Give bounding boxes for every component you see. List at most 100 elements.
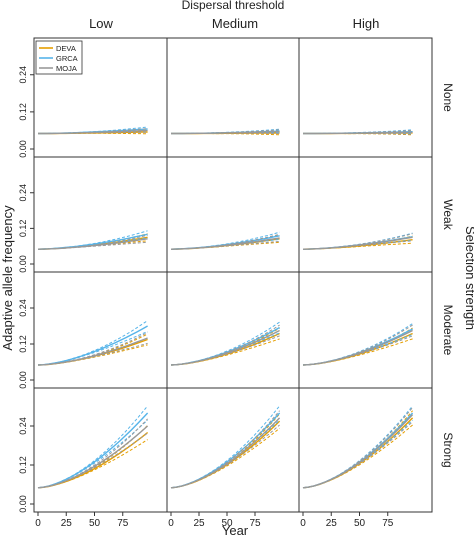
series-moja-lower <box>170 335 280 366</box>
x-tick-label: 50 <box>354 518 366 529</box>
series-deva-lower <box>170 427 280 489</box>
series-moja-lower <box>302 240 413 250</box>
panel-strong-medium: 0 25 50 75 <box>166 387 300 529</box>
column-header-low: Low <box>89 16 113 31</box>
y-tick-label: 0.12 <box>18 220 28 238</box>
x-tick-label: 75 <box>117 518 129 529</box>
series-grca-mean <box>302 236 413 250</box>
series-grca-upper <box>170 231 280 250</box>
y-tick-label: 0.24 <box>18 66 28 84</box>
series-deva-upper <box>302 327 413 366</box>
series-grca-upper <box>37 405 148 489</box>
series-moja-lower <box>37 241 148 250</box>
row-label-weak: Weak <box>441 199 455 230</box>
series-moja-mean <box>37 425 149 489</box>
x-tick-label: 0 <box>35 518 41 529</box>
panel-frame <box>166 156 300 273</box>
series-grca-lower <box>37 237 148 250</box>
x-tick-label: 0 <box>300 518 306 529</box>
legend-label-deva: DEVA <box>56 44 76 53</box>
series-grca-upper <box>170 405 280 489</box>
series-deva-lower <box>37 439 148 489</box>
y-tick-label: 0.12 <box>18 335 28 353</box>
series-deva-upper <box>302 235 413 250</box>
y-axis-label: Adaptive allele frequency <box>0 205 15 351</box>
row-label-moderate: Moderate <box>441 305 455 356</box>
y-tick-label: 0.12 <box>18 456 28 474</box>
series-moja-upper <box>170 233 280 250</box>
series-deva-upper <box>37 425 148 489</box>
series-moja-mean <box>171 131 280 135</box>
x-axis-label: Year <box>222 523 249 538</box>
series-moja-mean <box>170 329 280 366</box>
x-tick-label: 25 <box>326 518 338 529</box>
series-moja-mean <box>302 236 413 250</box>
series-deva-upper <box>170 234 280 250</box>
series-moja-mean <box>302 329 413 366</box>
series-moja-mean <box>38 129 148 135</box>
legend-label-moja: MOJA <box>56 64 77 73</box>
series-moja-upper <box>37 418 148 489</box>
series-grca-lower <box>37 330 148 366</box>
y-tick-label: 0.24 <box>18 184 28 202</box>
series-moja-upper <box>302 407 413 489</box>
legend-label-grca: GRCA <box>56 54 78 63</box>
series-moja-upper <box>171 129 280 134</box>
panel-strong-high: 0 25 50 75 <box>298 387 433 529</box>
selection-strength-label: Selection strength <box>463 226 474 330</box>
series-moja-mean <box>37 337 148 366</box>
column-header-high: High <box>353 16 380 31</box>
panels: 0.000.120.240.000.120.240.000.120.240.00… <box>18 37 433 529</box>
series-moja-upper <box>170 324 280 366</box>
series-deva-upper <box>302 410 413 489</box>
series-moja-upper <box>37 332 148 366</box>
series-grca-upper <box>37 320 148 366</box>
column-header-medium: Medium <box>212 16 258 31</box>
series-deva-lower <box>302 338 413 366</box>
series-moja-lower <box>37 432 148 489</box>
panel-frame <box>298 156 433 273</box>
series-deva-upper <box>170 327 280 366</box>
panel-frame <box>298 387 433 513</box>
panel-none-high <box>298 37 433 158</box>
series-moja-lower <box>37 342 148 366</box>
panel-frame <box>33 271 168 389</box>
series-grca-lower <box>37 419 148 489</box>
y-tick-label: 0.00 <box>18 495 28 513</box>
series-deva-lower <box>170 338 280 366</box>
panel-moderate-medium <box>166 271 300 389</box>
series-grca-mean <box>170 412 281 489</box>
series-grca-upper <box>170 321 280 366</box>
series-deva-upper <box>170 413 280 489</box>
series-moja-upper <box>37 234 148 250</box>
x-tick-label: 75 <box>249 518 261 529</box>
row-label-none: None <box>441 83 455 112</box>
y-tick-label: 0.12 <box>18 103 28 121</box>
series-grca-upper <box>302 405 413 489</box>
panel-frame <box>298 37 433 158</box>
panel-frame <box>166 37 300 158</box>
series-moja-mean <box>37 238 148 250</box>
y-tick-label: 0.00 <box>18 371 28 389</box>
series-deva-lower <box>171 133 280 136</box>
panel-strong-low: 0.00 0.12 0.24 0 25 50 75 <box>18 387 168 529</box>
panel-moderate-low: 0.00 0.12 0.24 <box>18 271 168 389</box>
x-tick-label: 0 <box>168 518 174 529</box>
chart-title: Dispersal threshold <box>182 0 285 12</box>
series-moja-mean <box>170 417 281 489</box>
series-moja-lower <box>302 421 413 489</box>
x-tick-label: 25 <box>61 518 73 529</box>
series-grca-upper <box>38 126 148 134</box>
y-tick-label: 0.24 <box>18 299 28 317</box>
row-label-strong: Strong <box>441 432 455 467</box>
y-tick-label: 0.24 <box>18 417 28 435</box>
series-grca-mean <box>302 328 413 366</box>
panel-moderate-high <box>298 271 433 389</box>
series-moja-lower <box>170 240 280 250</box>
x-tick-label: 50 <box>89 518 101 529</box>
series-deva-lower <box>37 240 148 250</box>
series-moja-upper <box>170 410 280 489</box>
series-deva-mean <box>302 417 414 489</box>
